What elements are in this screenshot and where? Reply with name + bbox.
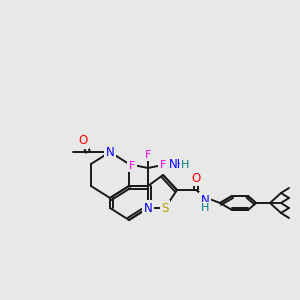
Text: F: F [129, 161, 135, 171]
Text: H: H [181, 160, 189, 170]
Text: H: H [201, 203, 209, 213]
Text: F: F [160, 160, 166, 170]
Text: O: O [78, 134, 88, 148]
Text: N: N [201, 194, 209, 206]
Text: N: N [144, 202, 152, 214]
Text: NH: NH [169, 158, 187, 172]
Text: F: F [145, 150, 151, 160]
Text: O: O [191, 172, 201, 184]
Text: N: N [106, 146, 114, 158]
Text: S: S [161, 202, 169, 214]
